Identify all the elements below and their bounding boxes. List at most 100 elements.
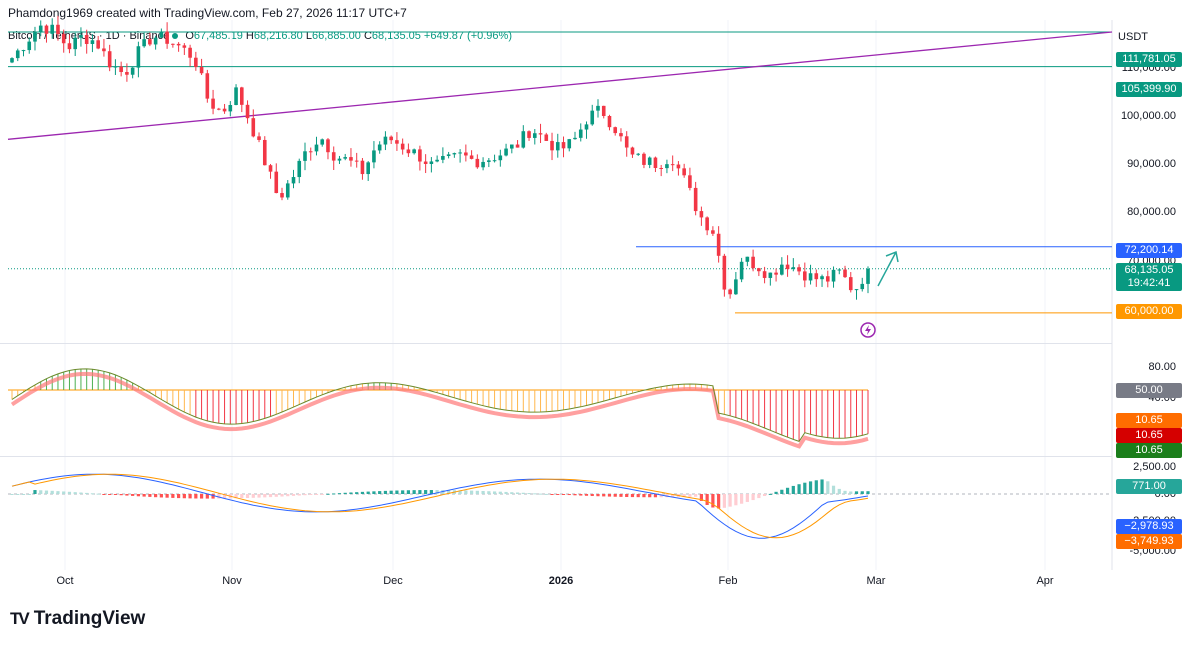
- macd-histogram-bar: [188, 494, 192, 499]
- candle-body: [527, 131, 531, 138]
- pane-divider[interactable]: [0, 343, 1112, 344]
- macd-histogram-bar: [579, 494, 583, 496]
- currency-unit[interactable]: USDT: [1118, 31, 1148, 43]
- candle-body: [90, 40, 95, 44]
- pane-divider[interactable]: [0, 456, 1112, 457]
- candle-body: [550, 140, 554, 151]
- candle-body: [130, 67, 135, 75]
- x-tick: Feb: [718, 575, 738, 587]
- macd-histogram-bar: [90, 493, 95, 495]
- macd-histogram-bar: [418, 490, 422, 494]
- macd-histogram-bar: [119, 494, 123, 496]
- macd-histogram-bar: [538, 493, 543, 495]
- macd-line-tag[interactable]: −2,978.93: [1116, 519, 1182, 534]
- macd-histogram-bar: [521, 492, 525, 494]
- candle-body: [757, 268, 761, 272]
- high-value: 68,216.80: [253, 30, 303, 42]
- candle-body: [825, 276, 830, 282]
- candle-body: [705, 217, 709, 231]
- candle-body: [228, 105, 233, 112]
- macd-histogram-bar: [257, 494, 261, 498]
- resistance-high-tag[interactable]: 111,781.05: [1116, 52, 1182, 67]
- candle-body: [199, 66, 204, 74]
- candle-body: [418, 149, 422, 162]
- macd-histogram-bar: [671, 494, 675, 498]
- candle-body: [194, 57, 198, 67]
- macd-histogram-bar: [768, 493, 772, 495]
- candle-body: [377, 144, 382, 151]
- candle-body: [280, 193, 284, 198]
- macd-histogram-bar: [682, 494, 686, 498]
- macd-histogram-bar: [475, 490, 479, 494]
- rsi-mid-tag[interactable]: 50.00: [1116, 383, 1182, 398]
- candle-body: [647, 157, 652, 165]
- candle-body: [573, 137, 577, 140]
- macd-histogram-bar: [268, 494, 273, 498]
- market-open-dot-icon: [172, 33, 179, 40]
- candle-body: [780, 264, 784, 275]
- candle-body: [797, 267, 801, 272]
- macd-signal-tag[interactable]: −3,749.93: [1116, 534, 1182, 549]
- support-tag[interactable]: 60,000.00: [1116, 304, 1182, 319]
- macd-histogram-bar: [481, 490, 485, 494]
- macd-histogram-bar: [699, 494, 703, 501]
- candle-body: [383, 136, 388, 145]
- macd-histogram-bar: [85, 492, 89, 494]
- macd-histogram-bar: [108, 494, 112, 495]
- macd-histogram-bar: [803, 482, 807, 494]
- macd-line: [11, 473, 869, 539]
- macd-histogram-bar: [10, 494, 14, 495]
- macd-histogram-bar: [780, 489, 784, 494]
- candle-body: [653, 157, 658, 169]
- target-tag[interactable]: 72,200.14: [1116, 243, 1182, 258]
- open-value: 67,485.19: [193, 30, 243, 42]
- rsi-tag-c[interactable]: 10.65: [1116, 443, 1182, 458]
- macd-histogram-bar: [251, 494, 255, 498]
- candle-body: [831, 269, 836, 282]
- macd-histogram-bar: [67, 491, 72, 494]
- candle-body: [153, 37, 158, 45]
- macd-histogram-bar: [44, 490, 49, 494]
- candle-body: [515, 144, 520, 148]
- candle-body: [435, 159, 439, 162]
- lightning-icon: [860, 322, 876, 338]
- macd-panel: [8, 473, 1112, 539]
- candle-body: [326, 139, 330, 153]
- rsi-tag-a[interactable]: 10.65: [1116, 413, 1182, 428]
- macd-hist-tag[interactable]: 771.00: [1116, 479, 1182, 494]
- macd-histogram-bar: [234, 494, 238, 499]
- candle-body: [808, 273, 813, 281]
- macd-histogram-bar: [492, 491, 497, 494]
- candle-body: [354, 160, 359, 162]
- macd-histogram-bar: [274, 494, 278, 497]
- x-tick: 2026: [548, 575, 574, 587]
- candle-body: [44, 25, 49, 34]
- candle-body: [257, 136, 261, 140]
- macd-histogram-bar: [745, 494, 749, 502]
- rsi-line: [11, 368, 869, 442]
- macd-histogram-bar: [395, 490, 399, 494]
- macd-histogram-bar: [762, 494, 767, 497]
- macd-histogram-bar: [751, 494, 755, 501]
- candle-body: [498, 155, 503, 161]
- candle-body: [268, 165, 273, 172]
- macd-histogram-bar: [808, 481, 813, 494]
- macd-histogram-bar: [165, 494, 169, 498]
- macd-histogram-bar: [39, 490, 43, 494]
- macd-signal-line: [11, 473, 869, 539]
- resistance-mid-tag[interactable]: 105,399.90: [1116, 82, 1182, 97]
- candle-body: [464, 152, 468, 156]
- macd-histogram-bar: [96, 493, 100, 495]
- x-tick: Dec: [383, 575, 403, 587]
- macd-histogram-bar: [797, 484, 801, 494]
- symbol-legend[interactable]: Bitcoin / TetherUS · 1D · Binance O67,48…: [8, 30, 512, 42]
- rsi-tag-b[interactable]: 10.65: [1116, 428, 1182, 443]
- candle-body: [400, 143, 405, 150]
- last-price-tag[interactable]: 68,135.05 19:42:41: [1116, 263, 1182, 291]
- x-tick: Oct: [56, 575, 74, 587]
- macd-histogram-bar: [349, 492, 353, 494]
- macd-histogram-bar: [728, 494, 732, 507]
- candle-body: [50, 24, 55, 34]
- price-chart[interactable]: [0, 0, 1200, 600]
- candle-body: [659, 168, 663, 170]
